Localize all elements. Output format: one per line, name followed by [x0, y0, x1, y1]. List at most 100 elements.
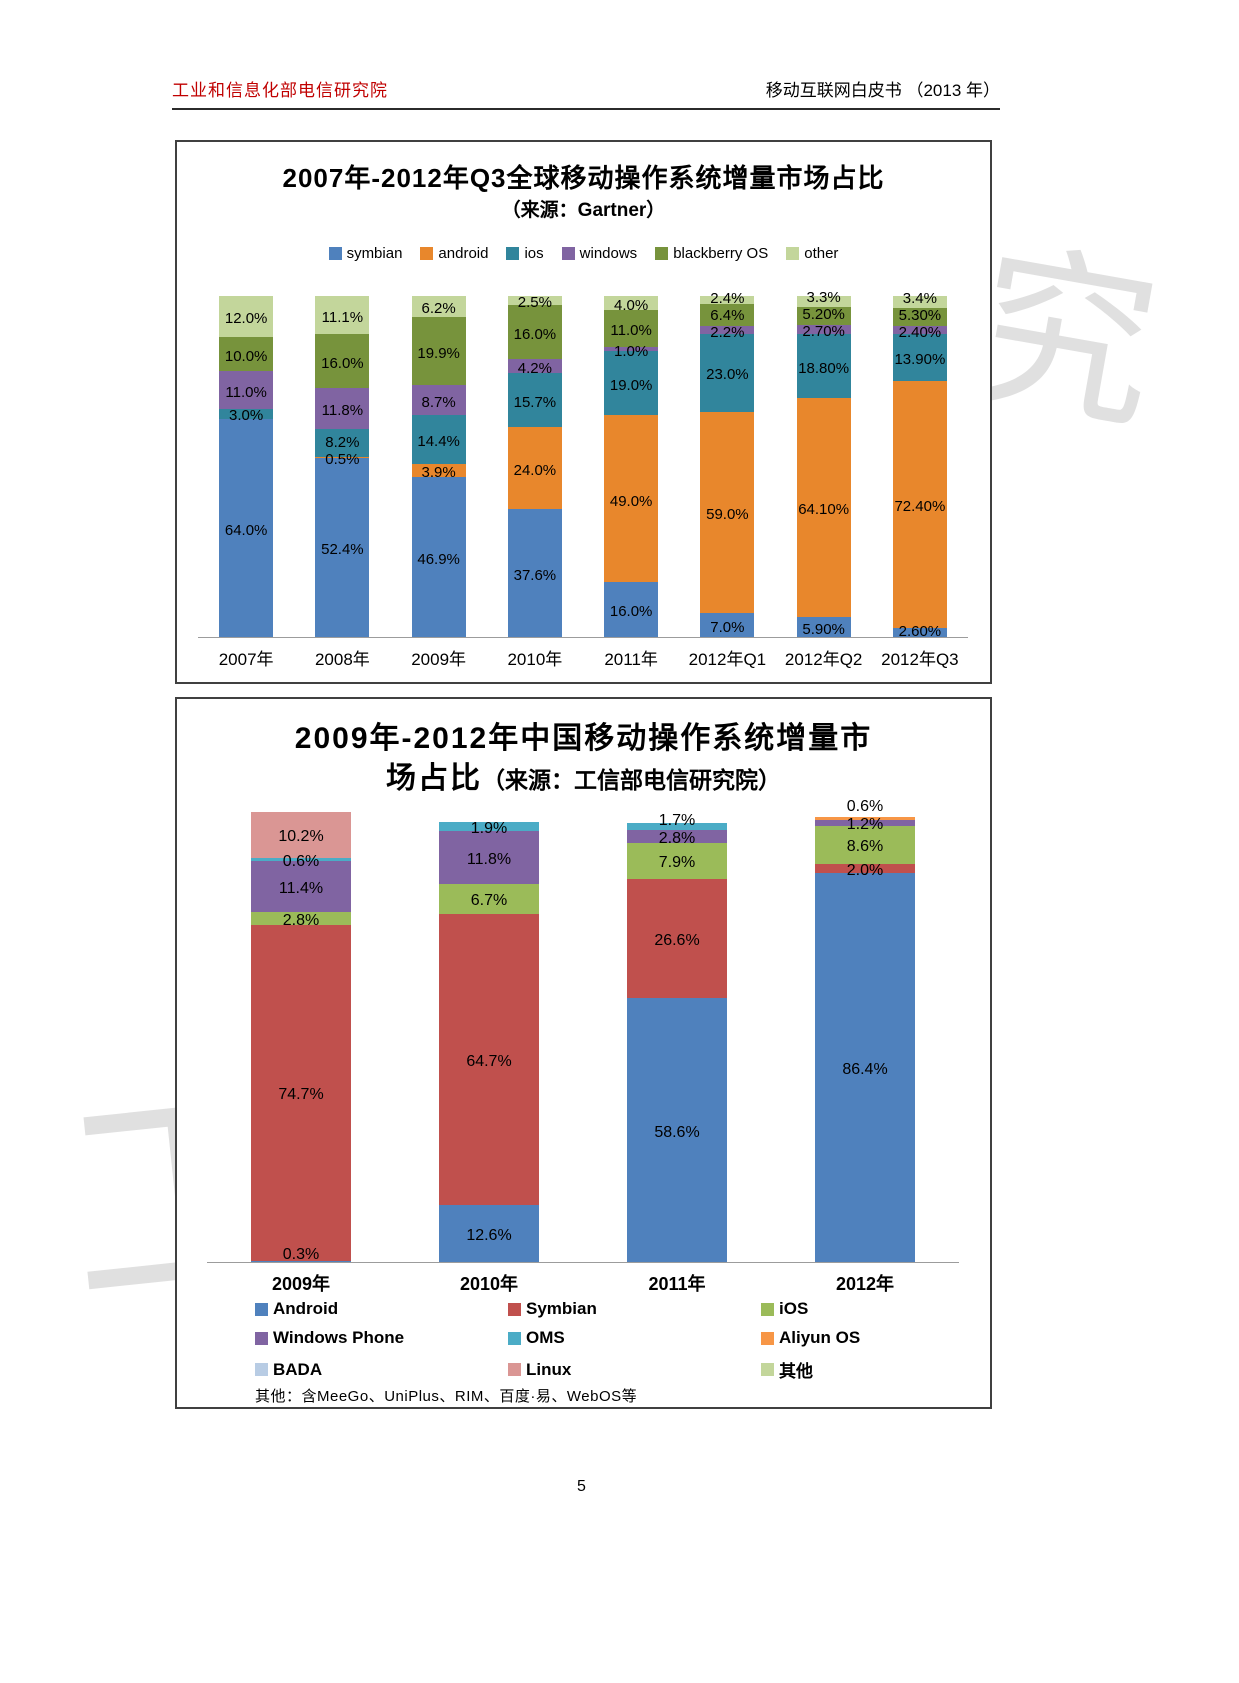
bar-segment-blackberry-os — [604, 309, 659, 348]
data-label: 86.4% — [842, 1061, 888, 1078]
legend-swatch — [761, 1363, 774, 1376]
bar-segment-windows — [411, 385, 466, 415]
legend-label: android — [438, 245, 489, 262]
chart2-title-line2: 场占比（来源：工信部电信研究院） — [177, 753, 990, 797]
chart1-plot: 64.0% 3.0% 11.0% 10.0% 12.0% 52.4% 0.5% 8.2% 11.… — [198, 290, 968, 639]
legend-swatch — [255, 1363, 268, 1376]
data-label: 16.0% — [609, 603, 653, 621]
category-label: 2012年Q3 — [881, 650, 959, 669]
data-label: 8.2% — [325, 434, 360, 452]
data-label: 1.2% — [846, 816, 884, 834]
data-label: 2.0% — [846, 862, 884, 880]
data-label: 19.9% — [417, 344, 460, 362]
legend-label: ios — [524, 245, 544, 262]
legend-item-android: Android — [255, 1299, 500, 1319]
bar-segment-symbian — [439, 914, 539, 1206]
legend-swatch — [655, 247, 669, 260]
bar-segment-blackberry-os — [219, 336, 274, 372]
data-label: 11.4% — [278, 879, 324, 897]
data-label: 16.0% — [513, 325, 557, 343]
legend-item-bada: BADA — [255, 1357, 500, 1382]
bar-segment-ios — [315, 428, 370, 457]
bar-segment-ios — [604, 350, 659, 416]
chart2-plot: 0.3% 74.7% 2.8% 11.4% 0.6% 10.2% 12.6% 64.7% 6.7… — [207, 799, 959, 1264]
bar-segment-android — [604, 415, 659, 583]
data-label: 4.2% — [517, 360, 552, 377]
bar-segment-windows — [507, 359, 562, 374]
bar-segment-blackberry-os — [796, 307, 851, 325]
data-label: 2.70% — [802, 323, 845, 341]
page-header: 工业和信息化部电信研究院 移动互联网白皮书 （2013 年） — [172, 76, 1000, 110]
bar-segment-oms — [439, 822, 539, 831]
legend-label: windows — [579, 245, 638, 262]
data-label: 0.3% — [282, 1246, 320, 1264]
bar-segment-other — [315, 296, 370, 334]
data-label: 0.5% — [325, 451, 360, 469]
data-label: 26.6% — [654, 931, 700, 949]
data-label: 74.7% — [278, 1085, 324, 1103]
data-label: 24.0% — [513, 461, 557, 479]
legend-swatch — [328, 247, 342, 260]
bar-segment-windows-phone — [627, 830, 727, 844]
data-label: 3.9% — [421, 464, 456, 482]
bar-segment-symbian — [251, 924, 351, 1261]
chart1-subtitle: （来源：Gartner） — [501, 200, 666, 221]
data-label: 0.6% — [282, 852, 320, 870]
page-number: 5 — [577, 1478, 586, 1495]
chart2-box: 2009年-2012年中国移动操作系统增量市 场占比（来源：工信部电信研究院） … — [175, 697, 992, 1409]
category-label: 2012年Q2 — [784, 650, 863, 669]
data-label: 3.0% — [229, 407, 264, 425]
legend-item-symbian: Symbian — [508, 1299, 753, 1319]
legend-label: Symbian — [526, 1299, 597, 1318]
category-label: 2012年 — [835, 1274, 895, 1294]
bar-segment-oms — [251, 857, 351, 861]
bar-segment-other — [700, 296, 755, 305]
bar-segment-ios — [700, 333, 755, 412]
data-label: 5.90% — [802, 620, 845, 638]
bar-segment-ios — [439, 884, 539, 915]
header-left: 工业和信息化部电信研究院 — [172, 81, 388, 100]
bar-segment-other — [219, 296, 274, 337]
bar-segment-ios — [251, 911, 351, 925]
bar-segment-linux — [251, 812, 351, 858]
data-label: 13.90% — [894, 351, 946, 369]
bar-segment-other — [604, 296, 659, 310]
bar-segment-ios — [219, 408, 274, 419]
legend-item-android: android — [420, 245, 488, 262]
bar-segment-android — [507, 426, 562, 509]
data-label: 1.0% — [614, 342, 649, 360]
legend-item-linux: Linux — [508, 1357, 753, 1382]
legend-label: symbian — [346, 245, 403, 262]
legend-item-windows: windows — [561, 245, 638, 262]
legend-label: Linux — [526, 1359, 572, 1379]
data-label: 64.10% — [798, 501, 850, 519]
data-label: 11.0% — [610, 322, 652, 340]
bar-segment-windows — [700, 326, 755, 334]
legend-item-aliyun-os: Aliyun OS — [761, 1328, 941, 1348]
bar-segment-symbian — [700, 613, 755, 637]
chart1-category-axis: 2007年 2008年 2009年 2010年 2011年 2012年Q1 2012年Q2 2… — [198, 645, 968, 669]
category-label: 2010年 — [507, 650, 563, 669]
category-label: 2011年 — [648, 1274, 706, 1294]
legend-label: Windows Phone — [273, 1328, 405, 1347]
category-label: 2007年 — [218, 650, 274, 669]
chart2-source: （来源：工信部电信研究院） — [482, 767, 781, 793]
legend-item-其他: 其他 — [761, 1357, 941, 1382]
legend-swatch — [506, 247, 520, 260]
bar-segment-android — [251, 1260, 351, 1262]
legend-swatch — [761, 1302, 774, 1316]
data-label: 18.80% — [798, 360, 850, 377]
legend-item-windows-phone: Windows Phone — [255, 1328, 500, 1348]
legend-item-blackberry-os: blackberry OS — [655, 245, 768, 262]
data-label: 16.0% — [321, 354, 364, 372]
data-label: 15.7% — [513, 393, 557, 411]
chart2-legend: Android Symbian iOS Windows Phone OMS Aliyun … — [255, 1299, 935, 1382]
legend-item-other: other — [786, 245, 838, 262]
data-label: 64.7% — [466, 1053, 512, 1071]
bar-segment-symbian — [627, 878, 727, 999]
category-label: 2011年 — [604, 650, 658, 669]
data-label: 2.40% — [898, 323, 942, 341]
bar-segment-ios — [507, 373, 562, 427]
legend-swatch — [420, 247, 434, 260]
legend-swatch — [508, 1302, 521, 1316]
